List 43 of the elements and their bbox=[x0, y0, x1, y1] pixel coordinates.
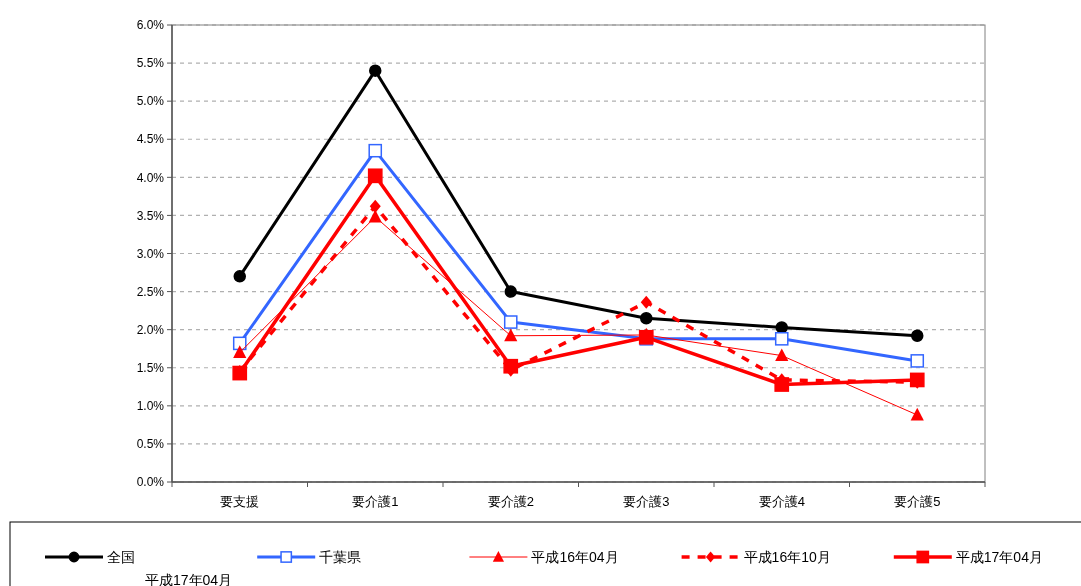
y-tick-label: 1.0% bbox=[136, 399, 165, 414]
x-tick-label: 要介護2 bbox=[487, 494, 534, 509]
x-tick-label: 要支援 bbox=[220, 494, 260, 509]
point bbox=[774, 377, 790, 392]
point bbox=[504, 285, 517, 298]
point bbox=[368, 143, 383, 158]
point bbox=[367, 168, 383, 184]
x-tick-label: 要介護4 bbox=[758, 494, 805, 509]
point bbox=[775, 348, 789, 362]
point bbox=[910, 407, 924, 421]
point bbox=[369, 199, 381, 213]
point bbox=[503, 315, 518, 329]
point bbox=[774, 332, 789, 346]
legend-label: 平成16年10月 bbox=[743, 548, 831, 565]
y-tick-label: 3.0% bbox=[136, 246, 165, 261]
y-tick-label: 5.5% bbox=[136, 56, 165, 71]
y-tick-label: 6.0% bbox=[136, 18, 165, 33]
y-tick-label: 3.5% bbox=[136, 208, 165, 223]
y-tick-label: 2.5% bbox=[136, 284, 165, 299]
point bbox=[640, 295, 652, 309]
y-tick-label: 0.0% bbox=[136, 475, 165, 490]
y-tick-label: 1.5% bbox=[136, 360, 165, 375]
point bbox=[369, 64, 382, 77]
x-tick-label: 要介護1 bbox=[352, 494, 399, 509]
y-tick-label: 2.0% bbox=[136, 322, 165, 337]
point bbox=[504, 328, 518, 342]
point bbox=[910, 354, 925, 368]
point bbox=[503, 358, 519, 374]
legend-label: 平成17年04月 bbox=[955, 548, 1043, 565]
legend-label: 千葉県 bbox=[319, 548, 362, 565]
x-tick-label: 要介護3 bbox=[623, 494, 670, 509]
point bbox=[233, 345, 247, 359]
y-tick-label: 4.0% bbox=[136, 170, 165, 185]
legend-label: 平成16年04月 bbox=[531, 548, 619, 565]
y-tick-label: 5.0% bbox=[136, 94, 165, 109]
point bbox=[640, 311, 653, 325]
text: 平成17年04月 bbox=[145, 572, 233, 586]
point bbox=[233, 270, 246, 283]
x-tick-label: 要介護5 bbox=[894, 494, 941, 509]
legend-label: 全国 bbox=[107, 548, 135, 565]
point bbox=[911, 329, 924, 343]
y-tick-label: 4.5% bbox=[136, 132, 165, 147]
y-tick-label: 0.5% bbox=[136, 437, 165, 452]
